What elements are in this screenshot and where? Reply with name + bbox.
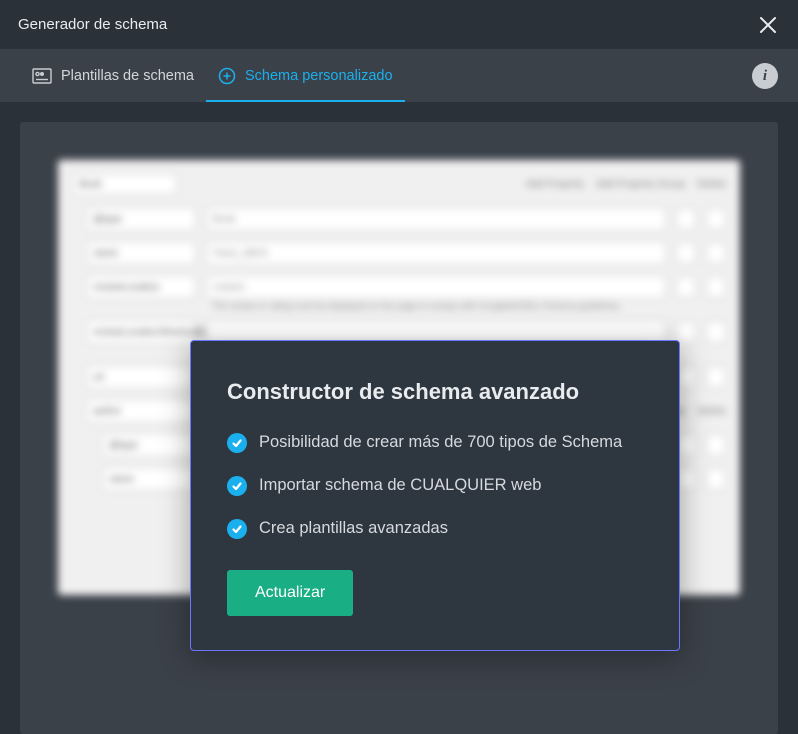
be-action-addprop: Add Property: [526, 179, 584, 190]
be-row-input: custom: [206, 275, 666, 299]
be-row-label: name: [86, 241, 196, 265]
tab-custom[interactable]: Schema personalizado: [206, 50, 405, 102]
promo-feature-text: Posibilidad de crear más de 700 tipos de…: [259, 431, 622, 454]
be-row-label: url: [86, 365, 196, 389]
check-icon: [227, 433, 247, 453]
tab-label: Plantillas de schema: [61, 68, 194, 84]
tabs-row: Plantillas de schema Schema personalizad…: [0, 50, 798, 102]
close-button[interactable]: [756, 13, 780, 37]
close-icon: [758, 15, 778, 35]
promo-feature: Importar schema de CUALQUIER web: [227, 474, 643, 497]
promo-feature-text: Importar schema de CUALQUIER web: [259, 474, 541, 497]
check-icon: [227, 519, 247, 539]
template-icon: [32, 68, 52, 84]
be-row-input: %seo_title%: [206, 241, 666, 265]
upgrade-button[interactable]: Actualizar: [227, 570, 353, 616]
content-area: Book Add Property Add Property Group Del…: [20, 122, 778, 734]
promo-feature: Crea plantillas avanzadas: [227, 517, 643, 540]
be-row-label: reviewLocation: [86, 275, 196, 299]
tab-label: Schema personalizado: [245, 68, 393, 84]
promo-card: Constructor de schema avanzado Posibilid…: [190, 340, 680, 651]
be-action-delete: Delete: [697, 179, 726, 190]
modal-header: Generador de schema: [0, 0, 798, 50]
be-action-addgroup: Add Property Group: [596, 179, 685, 190]
promo-title: Constructor de schema avanzado: [227, 379, 643, 405]
be-row-label: name: [102, 467, 197, 491]
promo-feature-text: Crea plantillas avanzadas: [259, 517, 448, 540]
be-row-label: author: [86, 399, 196, 423]
be-row-label: reviewLocationShortcode: [86, 320, 196, 344]
be-nested-delete: Delete: [697, 406, 726, 417]
plus-circle-icon: [218, 67, 236, 85]
be-row-input: Book: [206, 207, 666, 231]
promo-feature: Posibilidad de crear más de 700 tipos de…: [227, 431, 643, 454]
info-button[interactable]: i: [752, 63, 778, 89]
tab-templates[interactable]: Plantillas de schema: [20, 50, 206, 102]
check-icon: [227, 476, 247, 496]
info-icon: i: [763, 68, 767, 85]
be-row-label: @type: [102, 433, 197, 457]
be-type-select: Book: [72, 173, 177, 195]
be-row-label: @type: [86, 207, 196, 231]
modal-title: Generador de schema: [18, 16, 167, 33]
be-row-help: The review or rating must be displayed o…: [72, 301, 726, 311]
